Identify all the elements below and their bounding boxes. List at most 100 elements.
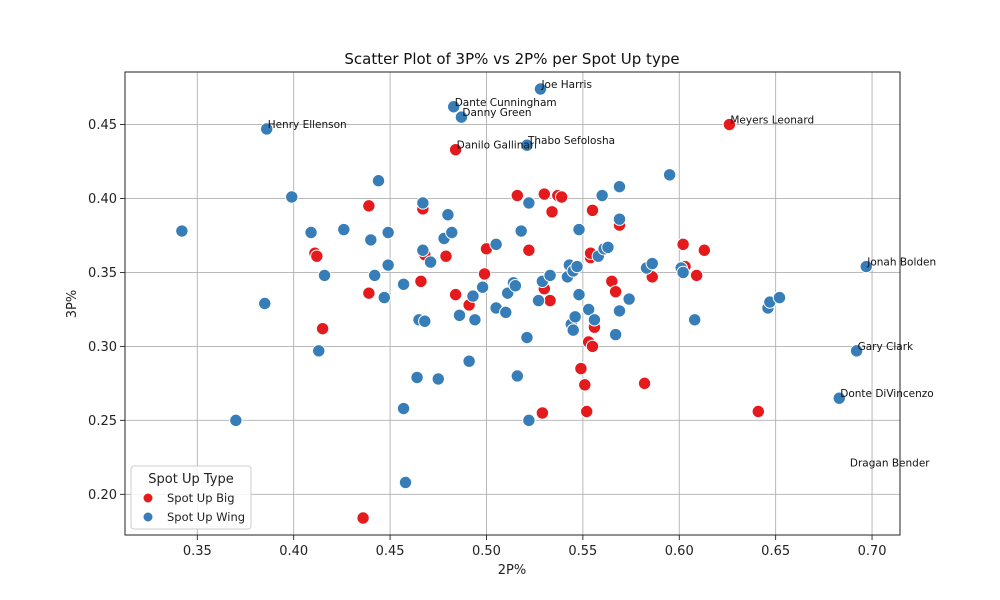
point-spot-up-wing — [452, 308, 467, 323]
point-spot-up-wing — [687, 313, 702, 327]
point-annotation: Danilo Gallinari — [457, 140, 537, 152]
point-spot-up-wing — [441, 208, 455, 222]
legend-title: Spot Up Type — [148, 472, 233, 487]
point-spot-up-wing — [595, 188, 609, 203]
legend-label-spot-up-big: Spot Up Big — [167, 491, 235, 505]
point-spot-up-wing — [520, 330, 534, 345]
x-tick-label: 0.35 — [183, 544, 212, 559]
point-spot-up-wing — [317, 268, 332, 283]
point-spot-up-big — [543, 293, 557, 308]
point-spot-up-wing — [612, 212, 627, 226]
point-spot-up-wing — [849, 344, 864, 358]
point-spot-up-wing — [454, 110, 469, 124]
point-spot-up-wing — [416, 196, 430, 210]
point-spot-up-wing — [508, 279, 523, 293]
point-spot-up-wing — [416, 243, 430, 257]
point-spot-up-big — [448, 142, 463, 157]
point-spot-up-big — [545, 205, 559, 219]
point-spot-up-big — [637, 376, 652, 391]
point-spot-up-wing — [381, 225, 395, 240]
point-spot-up-big — [522, 243, 536, 257]
point-spot-up-wing — [371, 174, 386, 188]
point-spot-up-wing — [259, 122, 274, 136]
point-spot-up-wing — [522, 196, 536, 210]
point-spot-up-wing — [522, 413, 536, 428]
y-tick-label: 0.25 — [88, 414, 117, 429]
point-spot-up-big — [676, 237, 690, 252]
point-spot-up-wing — [772, 290, 787, 305]
point-spot-up-wing — [445, 225, 459, 240]
point-spot-up-wing — [466, 289, 480, 303]
point-annotation: Donte DiVincenzo — [840, 388, 933, 400]
points-layer — [175, 82, 873, 525]
point-spot-up-big — [578, 378, 592, 392]
y-tick-label: 0.20 — [88, 488, 117, 503]
point-spot-up-big — [535, 406, 550, 420]
point-spot-up-wing — [572, 287, 586, 302]
point-spot-up-wing — [364, 233, 378, 247]
point-spot-up-wing — [514, 224, 528, 238]
point-spot-up-wing — [581, 302, 596, 317]
point-spot-up-big — [356, 511, 370, 525]
legend-label-spot-up-wing: Spot Up Wing — [167, 510, 245, 524]
point-spot-up-wing — [377, 290, 391, 305]
point-spot-up-wing — [533, 82, 548, 96]
ticks-layer: 0.35 0.40 0.45 0.50 0.55 0.60 0.65 0.70 0.20 0.25… — [88, 118, 886, 559]
point-spot-up-wing — [612, 304, 627, 318]
point-spot-up-wing — [489, 237, 503, 252]
point-spot-up-wing — [398, 475, 413, 490]
point-annotation: Dante Cunningham — [455, 97, 557, 109]
point-spot-up-wing — [337, 222, 351, 237]
y-tick-label: 0.45 — [88, 118, 117, 133]
point-annotation: Thabo Sefolosha — [527, 135, 615, 147]
point-spot-up-big — [537, 187, 552, 201]
x-tick-label: 0.45 — [376, 544, 405, 559]
point-spot-up-wing — [622, 292, 636, 306]
point-spot-up-wing — [510, 369, 525, 383]
chart-title: Scatter Plot of 3P% vs 2P% per Spot Up t… — [344, 50, 679, 68]
point-spot-up-big — [414, 274, 428, 289]
point-spot-up-wing — [645, 256, 659, 271]
x-tick-label: 0.65 — [761, 544, 790, 559]
point-spot-up-big — [315, 321, 330, 336]
legend-marker-spot-up-wing — [142, 511, 154, 523]
grid-layer — [125, 72, 900, 535]
point-spot-up-wing — [462, 354, 476, 368]
point-spot-up-wing — [499, 305, 513, 320]
point-spot-up-wing — [612, 179, 627, 194]
point-annotation: Danny Green — [462, 107, 531, 119]
point-spot-up-wing — [662, 168, 677, 182]
x-tick-label: 0.55 — [568, 544, 597, 559]
point-spot-up-wing — [418, 314, 432, 328]
legend-marker-spot-up-big — [142, 492, 154, 504]
point-spot-up-wing — [312, 344, 326, 358]
point-spot-up-wing — [676, 265, 690, 280]
point-spot-up-wing — [587, 313, 602, 327]
point-spot-up-big — [574, 361, 588, 376]
point-spot-up-wing — [608, 327, 623, 342]
x-tick-label: 0.60 — [665, 544, 694, 559]
point-annotation: Meyers Leonard — [730, 115, 814, 127]
point-spot-up-wing — [568, 310, 582, 324]
point-spot-up-wing — [304, 225, 318, 240]
point-spot-up-big — [310, 249, 324, 263]
point-spot-up-wing — [229, 413, 243, 428]
point-spot-up-wing — [566, 323, 580, 337]
plot-frame — [124, 71, 901, 536]
point-spot-up-wing — [396, 401, 411, 416]
point-annotation: Gary Clark — [858, 341, 914, 353]
point-spot-up-big — [722, 117, 737, 132]
y-tick-label: 0.35 — [88, 266, 117, 281]
point-spot-up-big — [580, 404, 594, 419]
point-spot-up-wing — [520, 138, 534, 152]
point-spot-up-wing — [175, 224, 189, 238]
point-spot-up-wing — [570, 259, 584, 274]
point-spot-up-big — [510, 188, 525, 203]
x-axis-label: 2P% — [498, 563, 526, 578]
point-spot-up-big — [751, 404, 766, 419]
point-spot-up-big — [362, 286, 376, 300]
point-annotation: Joe Harris — [540, 79, 592, 91]
point-spot-up-wing — [423, 255, 438, 269]
